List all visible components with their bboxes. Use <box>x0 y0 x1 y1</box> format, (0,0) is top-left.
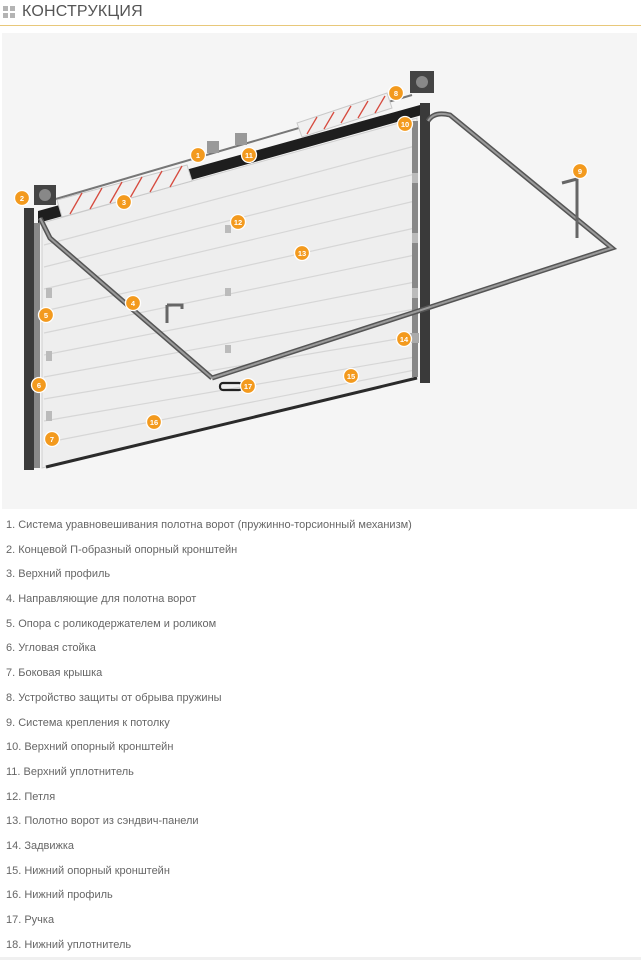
hinges <box>46 173 418 421</box>
right-spring <box>296 92 393 138</box>
badge-label-4: 4 <box>131 299 136 308</box>
badge-label-9: 9 <box>578 167 582 176</box>
left-spring <box>56 164 193 218</box>
badge-12 <box>229 213 247 231</box>
center-bracket <box>207 141 219 153</box>
garage-door-illustration: 1 2 3 4 5 6 7 8 9 10 11 12 13 14 15 16 1… <box>13 71 618 470</box>
badge-label-12: 12 <box>234 218 242 227</box>
garage-door-diagram: 1 2 3 4 5 6 7 8 9 10 11 12 13 14 15 16 1… <box>2 33 637 509</box>
badge-label-16: 16 <box>150 418 158 427</box>
badge-11 <box>240 146 258 164</box>
badge-3 <box>115 193 133 211</box>
left-corner-post <box>24 208 34 470</box>
badge-label-3: 3 <box>122 198 126 207</box>
left-guide <box>34 223 40 468</box>
legend-item: 2. Концевой П-образный опорный кронштейн <box>6 543 238 556</box>
section-header: КОНСТРУКЦИЯ <box>0 0 641 26</box>
badge-9 <box>571 162 589 180</box>
legend-item: 14. Задвижка <box>6 839 75 852</box>
legend-item: 6. Угловая стойка <box>6 642 96 655</box>
component-legend: 1. Система уравновешивания полотна ворот… <box>6 517 636 961</box>
ceiling-hanger-right <box>561 177 579 238</box>
badge-5 <box>37 306 55 324</box>
header-divider <box>0 25 641 26</box>
badge-label-2: 2 <box>20 194 24 203</box>
legend-item: 7. Боковая крышка <box>6 667 103 680</box>
badge-label-10: 10 <box>401 120 409 129</box>
legend-item: 16. Нижний профиль <box>6 889 113 902</box>
legend-item: 15. Нижний опорный кронштейн <box>6 864 170 877</box>
left-rail-highlight <box>39 217 213 379</box>
badge-7 <box>43 430 61 448</box>
legend-item: 18. Нижний уплотнитель <box>6 938 132 951</box>
badge-2 <box>13 189 31 207</box>
badge-label-5: 5 <box>44 311 48 320</box>
badge-label-8: 8 <box>394 89 398 98</box>
badge-label-15: 15 <box>347 372 355 381</box>
badge-13 <box>293 244 311 262</box>
legend-item: 12. Петля <box>6 790 56 803</box>
legend-item: 11. Верхний уплотнитель <box>6 765 134 778</box>
ceiling-hanger-left <box>167 303 184 309</box>
badge-16 <box>145 413 163 431</box>
grid-icon <box>3 6 16 19</box>
legend-item: 4. Направляющие для полотна ворот <box>6 593 197 606</box>
badge-label-7: 7 <box>50 435 54 444</box>
badge-1 <box>189 146 207 164</box>
badge-17 <box>239 377 257 395</box>
right-corner-post <box>420 103 430 383</box>
legend-item: 5. Опора с роликодержателем и роликом <box>6 617 217 630</box>
legend-item: 1. Система уравновешивания полотна ворот… <box>6 519 412 531</box>
legend-item: 8. Устройство защиты от обрыва пружины <box>6 691 222 704</box>
badge-label-14: 14 <box>400 335 409 344</box>
section-title: КОНСТРУКЦИЯ <box>22 3 143 20</box>
bottom-profile <box>45 376 418 469</box>
badge-label-17: 17 <box>244 382 252 391</box>
badge-label-11: 11 <box>245 151 253 160</box>
legend-item: 10. Верхний опорный кронштейн <box>6 741 174 754</box>
badge-label-13: 13 <box>298 249 306 258</box>
bottom-divider <box>0 957 641 960</box>
right-rail-highlight <box>211 112 615 379</box>
badge-label-1: 1 <box>196 151 200 160</box>
legend-item: 13. Полотно ворот из сэндвич-панели <box>6 815 199 828</box>
badge-8 <box>387 84 405 102</box>
callout-badge-labels: 1 2 3 4 5 6 7 8 9 10 11 12 13 14 15 16 1… <box>20 89 582 444</box>
badge-6 <box>30 376 48 394</box>
badge-14 <box>395 330 413 348</box>
badge-4 <box>124 294 142 312</box>
badge-label-6: 6 <box>37 381 41 390</box>
legend-item: 17. Ручка <box>6 914 55 926</box>
badge-10 <box>396 115 414 133</box>
badge-15 <box>342 367 360 385</box>
legend-item: 9. Система крепления к потолку <box>6 716 170 729</box>
latch <box>407 333 419 343</box>
callout-badges <box>13 84 589 448</box>
legend-item: 3. Верхний профиль <box>6 568 111 581</box>
right-guide <box>412 121 418 377</box>
